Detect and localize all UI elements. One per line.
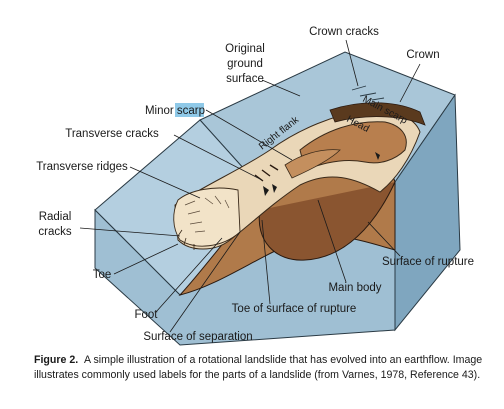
main-scarp-band — [329, 102, 426, 126]
label-main-body: Main body — [328, 282, 381, 294]
caption-figure-label: Figure 2. — [34, 354, 79, 366]
leader-radial-cracks — [79, 227, 181, 237]
leader-toe-of-surface — [261, 219, 271, 305]
leader-transverse-cracks — [173, 134, 263, 181]
leader-surface-of-separation — [169, 231, 241, 333]
label-surface-of-rupture: Surface of rupture — [382, 256, 474, 268]
leader-main-body — [317, 199, 347, 283]
minor-scarp-block — [284, 149, 341, 179]
fissure-3 — [375, 152, 380, 160]
leader-minor-scarp — [205, 109, 293, 161]
label-crown: Crown — [406, 49, 439, 61]
fissure-2 — [272, 184, 277, 193]
label-radial-1: Radial — [39, 211, 72, 223]
caption-text: A simple illustration of a rotational la… — [34, 354, 483, 381]
leader-original-ground — [261, 79, 301, 97]
leader-crown — [399, 63, 421, 103]
label-radial-2: cracks — [38, 226, 71, 238]
label-surface-of-separation: Surface of separation — [143, 331, 252, 343]
label-transverse-ridges: Transverse ridges — [36, 161, 128, 173]
surface-of-rupture-curve — [258, 181, 396, 261]
label-foot: Foot — [134, 309, 158, 321]
transverse-ridges — [184, 195, 230, 233]
label-transverse-cracks: Transverse cracks — [65, 128, 159, 140]
label-original-2: ground — [227, 58, 263, 70]
label-minor-scarp: Minor scarp — [145, 105, 205, 117]
leader-transverse-ridges — [129, 166, 201, 199]
toe-lobe — [173, 187, 241, 247]
label-toe: Toe — [93, 269, 112, 281]
leader-foot — [155, 237, 223, 313]
figure-caption: Figure 2. A simple illustration of a rot… — [34, 353, 496, 383]
fissure-1 — [263, 186, 269, 196]
crown-cracks-marks — [351, 85, 385, 101]
leader-crown-cracks — [345, 39, 359, 87]
minor-scarp-highlight — [175, 103, 204, 117]
leader-surface-of-rupture — [367, 221, 401, 257]
label-toe-of-surface-of-rupture: Toe of surface of rupture — [232, 303, 357, 315]
radial-cracks-marks — [177, 229, 195, 250]
label-original-3: surface — [226, 73, 264, 85]
label-original-1: Original — [225, 43, 265, 55]
label-crown-cracks: Crown cracks — [309, 26, 379, 38]
leader-toe — [113, 243, 179, 275]
